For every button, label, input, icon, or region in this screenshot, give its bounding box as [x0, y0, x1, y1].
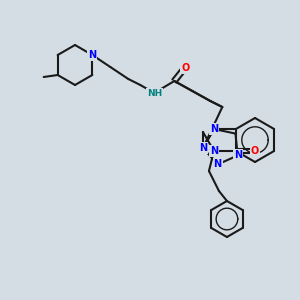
Text: N: N: [88, 50, 96, 60]
Text: O: O: [181, 63, 189, 73]
Text: O: O: [251, 146, 259, 156]
Text: N: N: [210, 146, 218, 156]
Text: N: N: [234, 151, 242, 160]
Text: N: N: [199, 143, 207, 153]
Text: N: N: [210, 124, 218, 134]
Text: NH: NH: [147, 88, 162, 98]
Text: N: N: [214, 159, 222, 170]
